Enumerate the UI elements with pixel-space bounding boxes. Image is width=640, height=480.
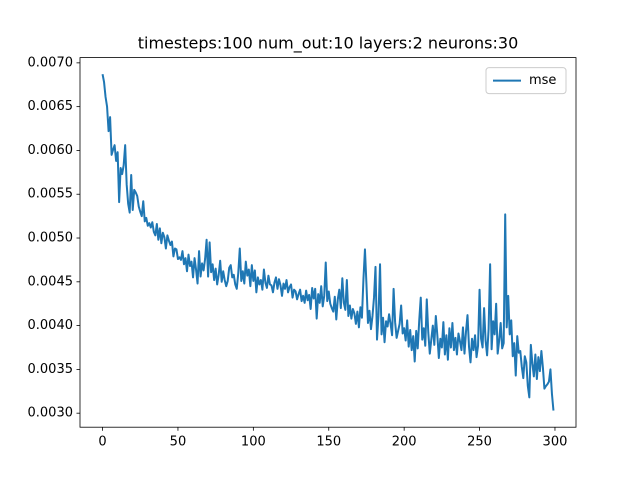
x-tick-label: 250 [467,435,492,450]
x-tick-label: 100 [241,435,266,450]
y-tick-label: 0.0040 [28,318,74,333]
y-tick-label: 0.0070 [28,55,74,70]
legend-label: mse [529,73,556,88]
y-tick-label: 0.0035 [28,362,74,377]
chart-title: timesteps:100 num_out:10 layers:2 neuron… [138,34,519,54]
legend-box [485,67,567,95]
x-tick-label: 0 [98,435,106,450]
x-tick-label: 300 [543,435,568,450]
axes-frame [79,57,577,428]
x-tick-label: 50 [170,435,187,450]
y-tick-label: 0.0045 [28,274,74,289]
y-tick-label: 0.0050 [28,231,74,246]
y-tick-label: 0.0030 [28,406,74,421]
x-tick-label: 200 [392,435,417,450]
y-tick-label: 0.0065 [28,99,74,114]
line [101,74,555,411]
x-tick-label: 150 [316,435,341,450]
y-tick-label: 0.0055 [28,187,74,202]
y-tick-label: 0.0060 [28,143,74,158]
